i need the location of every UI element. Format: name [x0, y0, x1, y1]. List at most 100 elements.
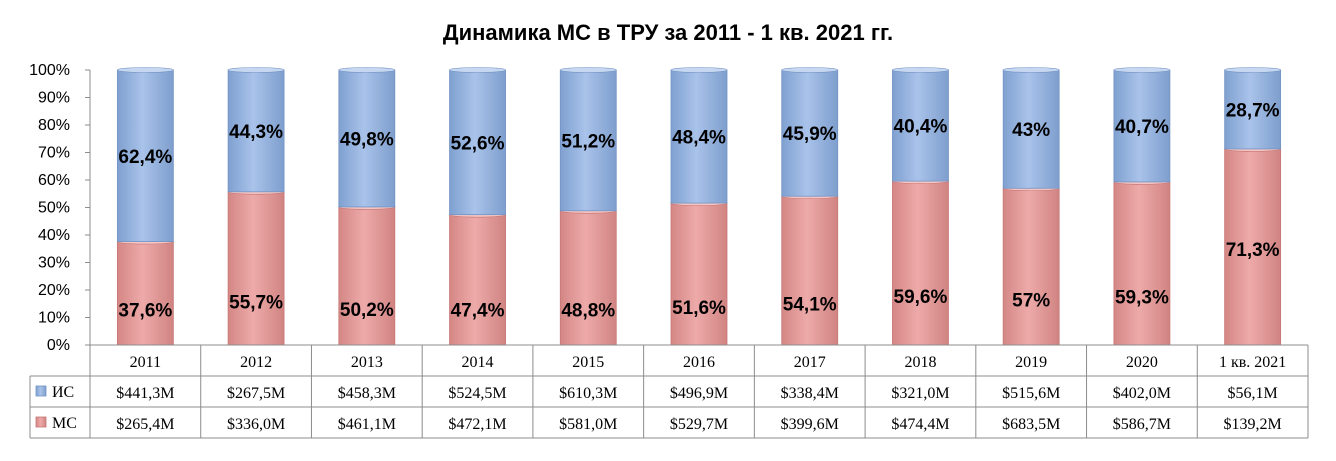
bar-cap-ИС	[1002, 67, 1060, 73]
x-category-label: 2014	[462, 354, 494, 371]
x-category-label: 2013	[351, 354, 383, 371]
y-tick-label: 60%	[38, 172, 70, 189]
data-label-is: 44,3%	[229, 122, 283, 143]
x-category-label: 1 кв. 2021	[1219, 354, 1286, 371]
bar-segment-МС	[116, 241, 174, 346]
table-cell: $267,5M	[227, 385, 285, 402]
table-cell: $474,4M	[891, 416, 949, 433]
table-cell: $529,7M	[670, 416, 728, 433]
bar-cap-ИС	[559, 67, 617, 73]
table-cell: $139,2M	[1224, 416, 1282, 433]
table-cell: $524,5M	[448, 385, 506, 402]
bar-segment-ИС	[1224, 69, 1282, 150]
bar-cap-ИС	[781, 67, 839, 73]
y-tick-label: 10%	[38, 310, 70, 327]
bar-segment-МС	[1113, 181, 1171, 346]
table-cell: $338,4M	[781, 385, 839, 402]
x-category-label: 2018	[904, 354, 936, 371]
bar-segment-ИС	[1113, 69, 1171, 183]
chart-title: Динамика МС в ТРУ за 2011 - 1 кв. 2021 г…	[443, 20, 893, 45]
bar-cap-ИС	[338, 67, 396, 73]
bar-segment-МС	[227, 191, 285, 346]
table-cell: $515,6M	[1002, 385, 1060, 402]
data-label-is: 43%	[1012, 120, 1050, 141]
table-cell: $321,0M	[891, 385, 949, 402]
table-cell: $56,1M	[1228, 385, 1278, 402]
y-tick-label: 90%	[38, 90, 70, 107]
y-tick-label: 30%	[38, 255, 70, 272]
y-tick-label: 70%	[38, 145, 70, 162]
x-category-label: 2015	[572, 354, 604, 371]
data-label-is: 51,2%	[561, 131, 615, 152]
bar-segment-МС	[781, 195, 839, 346]
bar-cap-ИС	[117, 67, 174, 73]
data-label-ms: 55,7%	[229, 292, 283, 313]
table-cell: $496,9M	[670, 385, 728, 402]
data-label-is: 40,4%	[894, 117, 948, 138]
table-cell: $581,0M	[559, 416, 617, 433]
x-category-label: 2016	[683, 354, 715, 371]
plot-area: 0% 10% 20% 30% 40% 50% 60% 70% 80% 90% 100% 37,6% 62…	[29, 62, 1309, 439]
table-cell: $461,1M	[338, 416, 396, 433]
data-label-ms: 54,1%	[783, 295, 837, 316]
table-cell: $402,0M	[1113, 385, 1171, 402]
data-label-is: 40,7%	[1115, 117, 1169, 138]
y-tick-label: 20%	[38, 282, 70, 299]
data-label-ms: 48,8%	[561, 300, 615, 321]
bar-cap-ИС	[1113, 67, 1171, 73]
table-cell: $683,5M	[1002, 416, 1060, 433]
bar-segment-МС	[1224, 148, 1282, 346]
table-cell: $399,6M	[781, 416, 839, 433]
data-label-ms: 51,6%	[672, 298, 726, 319]
bar-segment-ИС	[1002, 69, 1060, 189]
x-category-label: 2011	[130, 354, 161, 371]
bar-cap-ИС	[449, 67, 506, 73]
data-label-ms: 71,3%	[1226, 240, 1280, 261]
bar-segment-ИС	[670, 69, 728, 204]
data-label-is: 45,9%	[783, 124, 837, 145]
bar-segment-МС	[449, 214, 506, 346]
data-label-is: 62,4%	[118, 147, 172, 168]
table-cell: $472,1M	[448, 416, 506, 433]
bar-segment-МС	[670, 202, 728, 346]
data-label-is: 52,6%	[451, 133, 505, 154]
table-cell: $265,4M	[116, 416, 174, 433]
table-cell: $586,7M	[1113, 416, 1171, 433]
bar-segment-ИС	[116, 69, 174, 243]
y-tick-label: 40%	[38, 227, 70, 244]
table-cell: $458,3M	[338, 385, 396, 402]
x-category-label: 2019	[1015, 354, 1047, 371]
y-tick-label: 0%	[47, 337, 70, 354]
table-cell: $336,0M	[227, 416, 285, 433]
data-label-ms: 59,3%	[1115, 287, 1169, 308]
data-label-is: 48,4%	[672, 128, 726, 149]
bar-segment-МС	[559, 210, 617, 346]
data-label-ms: 50,2%	[340, 300, 394, 321]
bar-cap-ИС	[1224, 67, 1281, 73]
bar-cap-ИС	[892, 67, 949, 73]
data-label-ms: 59,6%	[894, 287, 948, 308]
y-tick-label: 100%	[29, 62, 70, 79]
data-label-ms: 37,6%	[118, 300, 172, 321]
bar-segment-ИС	[449, 69, 506, 216]
y-tick-label: 50%	[38, 200, 70, 217]
legend-swatch-МС	[35, 416, 47, 428]
bar-segment-МС	[338, 206, 396, 346]
x-category-label: 2012	[240, 354, 272, 371]
bar-segment-МС	[892, 180, 949, 346]
table-cell: $441,3M	[116, 385, 174, 402]
data-label-is: 49,8%	[340, 129, 394, 150]
legend-label: ИС	[52, 384, 74, 401]
y-tick-label: 80%	[38, 117, 70, 134]
data-label-ms: 57%	[1012, 291, 1050, 312]
legend-swatch-ИС	[35, 385, 47, 397]
x-category-label: 2020	[1126, 354, 1158, 371]
x-category-label: 2017	[794, 354, 826, 371]
data-label-is: 28,7%	[1226, 100, 1280, 121]
bar-cap-ИС	[670, 67, 728, 73]
data-label-ms: 47,4%	[451, 300, 505, 321]
bar-segment-ИС	[781, 69, 839, 197]
table-cell: $610,3M	[559, 385, 617, 402]
bar-cap-ИС	[227, 67, 285, 73]
